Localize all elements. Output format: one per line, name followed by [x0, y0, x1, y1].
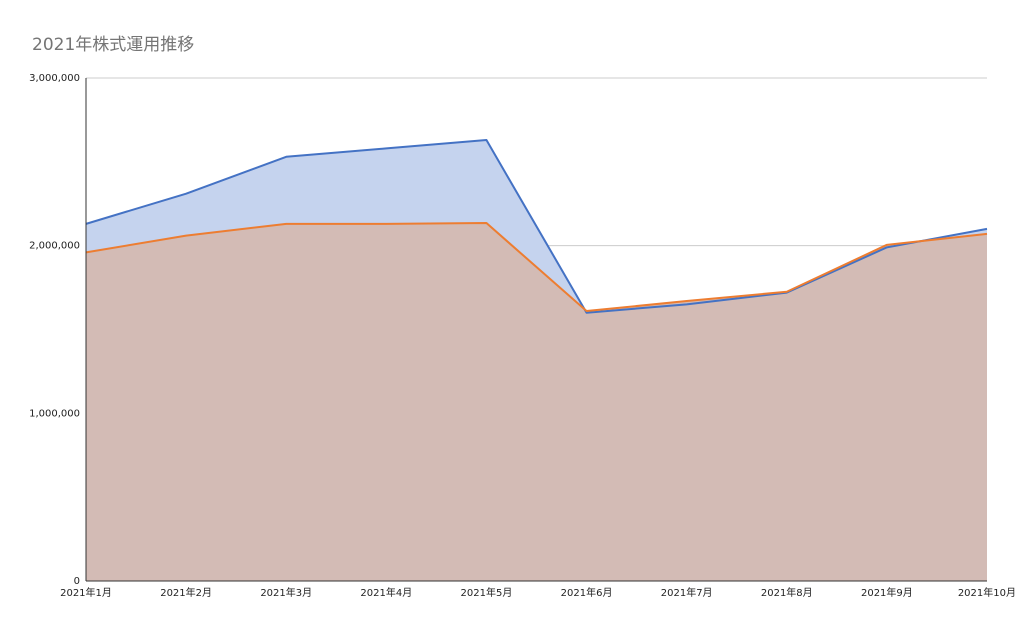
x-tick-label: 2021年3月 — [260, 586, 312, 599]
x-tick-label: 2021年10月 — [958, 586, 1016, 599]
x-tick-label: 2021年8月 — [761, 586, 813, 599]
x-tick-label: 2021年4月 — [360, 586, 412, 599]
x-tick-labels: 2021年1月 2021年2月 2021年3月 2021年4月 2021年5月 2021年… — [60, 586, 1016, 599]
y-tick-labels: 0 1,000,000 2,000,000 3,000,000 — [29, 73, 80, 587]
y-tick-label: 0 — [74, 576, 80, 587]
chart-title: 2021年株式運用推移 — [32, 35, 195, 55]
series-lines — [85, 139, 988, 314]
x-tick-label: 2021年5月 — [461, 586, 513, 599]
x-tick-label: 2021年9月 — [861, 586, 913, 599]
series-2-area — [86, 223, 987, 581]
x-tick-label: 2021年1月 — [60, 586, 112, 599]
x-tick-label: 2021年6月 — [561, 586, 613, 599]
area-fills — [86, 140, 987, 581]
series-2-line — [85, 222, 988, 313]
x-tick-label: 2021年2月 — [160, 586, 212, 599]
x-tick-label: 2021年7月 — [661, 586, 713, 599]
y-tick-label: 2,000,000 — [29, 241, 80, 252]
y-tick-label: 3,000,000 — [29, 73, 80, 84]
axes — [85, 78, 987, 582]
series-1-line — [85, 139, 988, 314]
y-tick-label: 1,000,000 — [29, 408, 80, 419]
